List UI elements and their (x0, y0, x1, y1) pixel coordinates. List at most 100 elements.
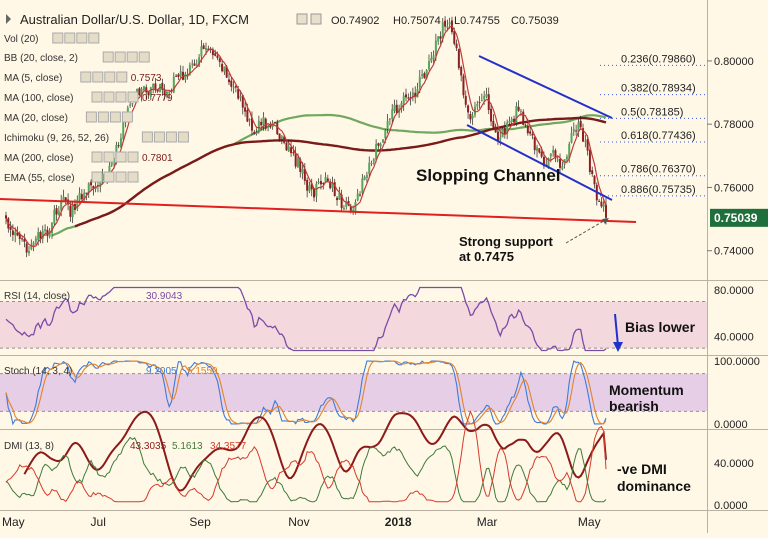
price-panel: Slopping Channel Strong support at 0.747… (0, 16, 706, 264)
candle-body (386, 120, 389, 129)
rsi-axis: 80.0000 40.0000 (714, 285, 754, 344)
candle-body (365, 174, 368, 178)
dmi-adx-value: 43.3035 (130, 441, 167, 452)
candle-body (9, 227, 12, 230)
dmi-tick-label: 0.0000 (714, 500, 748, 512)
candle-body (342, 207, 345, 210)
indicator-settings-icon[interactable] (64, 32, 76, 44)
candle-body (299, 159, 302, 172)
indicator-settings-icon[interactable] (97, 111, 109, 123)
indicator-more-icon[interactable] (127, 151, 139, 163)
rsi-arrow (614, 313, 619, 347)
candle-body (285, 142, 288, 151)
candle-body (214, 53, 217, 56)
rsi-tick-label: 40.0000 (714, 332, 754, 344)
stoch-band (0, 373, 707, 412)
indicator-label: Vol (20) (4, 34, 38, 45)
indicator-eye-icon[interactable] (52, 32, 64, 44)
settings-icon[interactable] (296, 13, 308, 25)
candle-body (508, 121, 511, 123)
stoch-label: Stoch (14, 3, 4) (4, 366, 72, 377)
candle-body (572, 128, 575, 132)
candle-body (250, 117, 253, 131)
indicator-eye-icon[interactable] (85, 111, 97, 123)
indicator-label: Ichimoku (9, 26, 52, 26) (4, 133, 109, 144)
indicator-eye-icon[interactable] (91, 171, 103, 183)
candle-body (90, 181, 93, 186)
candle-body (336, 197, 339, 201)
indicator-settings-icon[interactable] (114, 51, 126, 63)
candle-body (209, 49, 212, 51)
indicator-settings-icon[interactable] (153, 131, 165, 143)
symbol-title: Australian Dollar/U.S. Dollar, 1D, FXCM (20, 12, 249, 27)
indicator-add-icon[interactable] (115, 171, 127, 183)
candle-body (294, 152, 297, 167)
indicator-add-icon[interactable] (76, 32, 88, 44)
candle-body (467, 105, 470, 113)
candle-body (395, 104, 398, 114)
current-price-box (710, 208, 768, 227)
indicator-more-icon[interactable] (88, 32, 100, 44)
channel-lower-line (466, 124, 613, 201)
candle-body (434, 40, 437, 57)
candle-body (561, 166, 564, 170)
indicator-add-icon[interactable] (115, 151, 127, 163)
indicator-more-icon[interactable] (121, 111, 133, 123)
indicator-eye-icon[interactable] (80, 71, 92, 83)
candle-body (25, 243, 28, 253)
dmi-adx-line (23, 410, 607, 492)
indicator-more-icon[interactable] (177, 131, 189, 143)
candle-body (582, 128, 585, 142)
indicator-settings-icon[interactable] (103, 151, 115, 163)
indicator-more-icon[interactable] (116, 71, 128, 83)
indicator-eye-icon[interactable] (91, 151, 103, 163)
candle-body (165, 91, 168, 96)
candle-body (322, 182, 325, 184)
candle-body (444, 20, 447, 27)
candle-body (5, 215, 7, 219)
indicator-settings-icon[interactable] (103, 171, 115, 183)
indicator-add-icon[interactable] (104, 71, 116, 83)
candle-body (234, 85, 237, 88)
candle-body (223, 66, 226, 72)
open-value: O0.74902 (331, 15, 379, 27)
candle-body (23, 239, 26, 242)
candle-body (430, 57, 433, 62)
candle-body (326, 178, 329, 182)
indicator-eye-icon[interactable] (102, 51, 114, 63)
candle-body (230, 80, 233, 87)
candle-body (414, 92, 417, 97)
candle-body (356, 193, 359, 201)
indicator-more-icon[interactable] (127, 91, 139, 103)
candle-body (602, 204, 605, 207)
indicator-more-icon[interactable] (138, 51, 150, 63)
indicator-add-icon[interactable] (165, 131, 177, 143)
candle-body (276, 122, 279, 135)
candle-body (568, 143, 571, 159)
indicator-add-icon[interactable] (126, 51, 138, 63)
indicator-eye-icon[interactable] (91, 91, 103, 103)
candle-body (147, 91, 150, 96)
indicator-eye-icon[interactable] (141, 131, 153, 143)
indicator-add-icon[interactable] (109, 111, 121, 123)
collapse-arrow-icon[interactable] (6, 14, 11, 24)
candle-body (478, 102, 481, 104)
candle-body (267, 126, 270, 128)
indicator-settings-icon[interactable] (92, 71, 104, 83)
candle-body (439, 36, 442, 39)
candle-body (53, 209, 56, 224)
support-annotation-line2: at 0.7475 (459, 249, 514, 264)
channel-annotation: Slopping Channel (416, 166, 561, 185)
candle-body (382, 139, 385, 143)
candle-body (211, 49, 214, 56)
candle-body (76, 199, 79, 209)
indicator-settings-icon[interactable] (103, 91, 115, 103)
candle-body (253, 131, 256, 134)
indicator-add-icon[interactable] (115, 91, 127, 103)
indicator-value: 0.7801 (142, 153, 173, 164)
indicator-more-icon[interactable] (127, 171, 139, 183)
fibonacci-labels: 0.236(0.79860) 0.382(0.78934) 0.5(0.78185)… (621, 53, 696, 195)
candle-body (163, 89, 166, 95)
hide-icon[interactable] (310, 13, 322, 25)
